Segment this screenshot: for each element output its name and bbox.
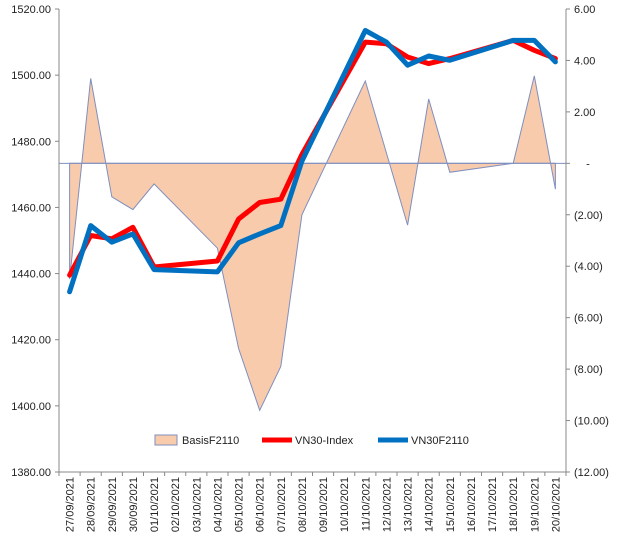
right-tick-label: - — [586, 158, 590, 170]
left-tick-label: 1500.00 — [11, 70, 51, 82]
right-tick-label: 2.00 — [574, 107, 595, 119]
series-area-basisf2110 — [69, 75, 556, 412]
x-tick-label: 17/10/2021 — [487, 477, 499, 532]
x-tick-label: 03/10/2021 — [191, 477, 203, 532]
series-line-vn30f2110 — [67, 28, 558, 295]
left-axis-ticks: 1380.00 1400.00 1420.00 1440.00 1460.00 1480.… — [11, 4, 59, 479]
x-tick-label: 30/09/2021 — [128, 477, 140, 532]
x-tick-label: 05/10/2021 — [234, 477, 246, 532]
left-tick-label: 1400.00 — [11, 401, 51, 413]
x-tick-label: 28/09/2021 — [86, 477, 98, 532]
x-tick-label: 07/10/2021 — [276, 477, 288, 532]
x-tick-label: 15/10/2021 — [445, 477, 457, 532]
right-axis-ticks: (12.00) (10.00) (8.00) (6.00) (4.00) (2.00) - 2… — [566, 4, 609, 479]
x-tick-label: 13/10/2021 — [403, 477, 415, 532]
x-tick-label: 04/10/2021 — [212, 477, 224, 532]
right-tick-label: 6.00 — [574, 4, 595, 16]
legend: BasisF2110 VN30-Index VN30F2110 — [154, 434, 469, 447]
x-tick-label: 11/10/2021 — [360, 477, 372, 531]
series-line-vn30-index — [67, 37, 558, 278]
legend-label-vn30f2110: VN30F2110 — [411, 435, 469, 447]
x-tick-label: 16/10/2021 — [466, 477, 478, 532]
x-tick-label: 02/10/2021 — [170, 477, 182, 532]
x-tick-label: 27/09/2021 — [65, 477, 77, 532]
x-tick-label: 09/10/2021 — [318, 477, 330, 532]
legend-label-basisf2110: BasisF2110 — [182, 435, 239, 447]
x-tick-label: 08/10/2021 — [297, 477, 309, 532]
x-axis-ticks: 27/09/2021 28/09/2021 29/09/2021 30/09/2021… — [58, 472, 567, 532]
series-lines — [67, 28, 558, 295]
left-tick-label: 1440.00 — [11, 269, 51, 281]
x-tick-label: 12/10/2021 — [381, 477, 393, 532]
x-tick-label: 14/10/2021 — [424, 477, 436, 532]
x-tick-label: 18/10/2021 — [508, 477, 520, 532]
x-tick-label: 01/10/2021 — [149, 477, 161, 532]
x-tick-label: 10/10/2021 — [339, 477, 351, 532]
left-tick-label: 1380.00 — [11, 467, 51, 479]
right-tick-label: (10.00) — [574, 416, 609, 428]
x-tick-label: 29/09/2021 — [107, 477, 119, 532]
x-tick-label: 19/10/2021 — [529, 477, 541, 532]
basis-area-layer — [69, 75, 556, 412]
legend-swatch-basisf2110 — [154, 434, 178, 446]
x-tick-label: 20/10/2021 — [550, 477, 562, 532]
x-tick-label: 06/10/2021 — [255, 477, 267, 532]
left-tick-label: 1420.00 — [11, 335, 51, 347]
right-tick-label: (12.00) — [574, 467, 609, 479]
right-tick-label: (2.00) — [574, 210, 603, 222]
right-tick-label: (4.00) — [574, 261, 603, 273]
right-tick-label: 4.00 — [574, 55, 595, 67]
left-tick-label: 1480.00 — [11, 136, 51, 148]
left-tick-label: 1520.00 — [11, 4, 51, 16]
legend-label-vn30-index: VN30-Index — [295, 435, 354, 447]
left-tick-label: 1460.00 — [11, 202, 51, 214]
right-tick-label: (6.00) — [574, 313, 603, 325]
right-tick-label: (8.00) — [574, 364, 603, 376]
